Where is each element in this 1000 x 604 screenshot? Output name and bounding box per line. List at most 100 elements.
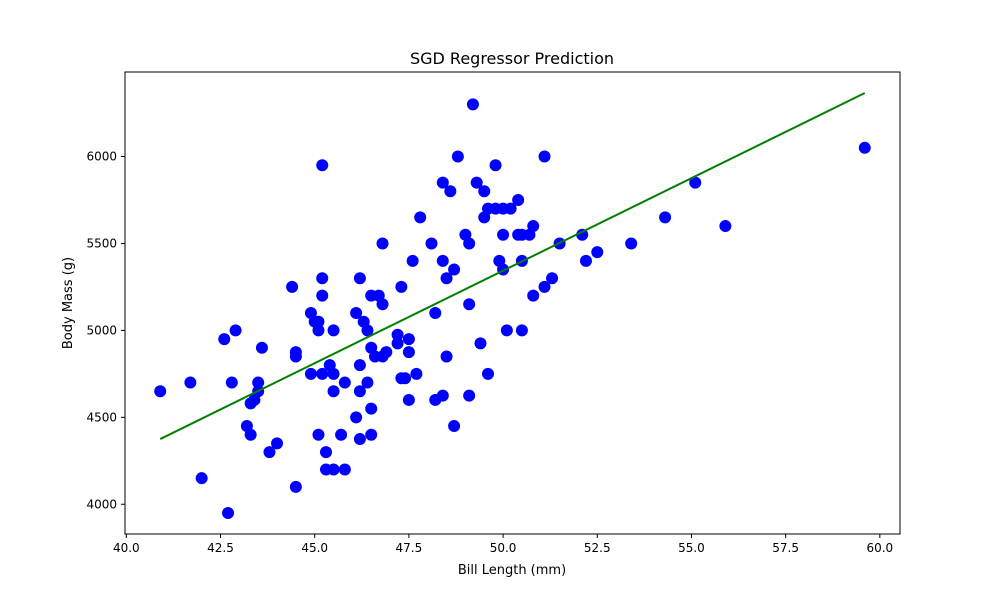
data-point — [312, 324, 325, 337]
data-point — [451, 150, 464, 163]
data-point — [414, 211, 427, 224]
data-point — [410, 367, 423, 380]
data-point — [255, 341, 268, 354]
plot-marks — [154, 92, 871, 519]
y-tick-label: 5500 — [86, 236, 117, 250]
data-point — [474, 337, 487, 350]
y-tick-label: 4000 — [86, 497, 117, 511]
data-point — [154, 385, 167, 398]
data-point — [402, 333, 415, 346]
x-tick-label: 42.5 — [207, 541, 234, 555]
data-point — [448, 420, 461, 433]
data-point — [222, 506, 235, 519]
data-point — [478, 185, 491, 198]
data-point — [316, 159, 329, 172]
data-point — [500, 324, 513, 337]
data-point — [512, 193, 525, 206]
data-point — [327, 385, 340, 398]
data-point — [391, 337, 404, 350]
data-point — [365, 402, 378, 415]
data-point — [689, 176, 702, 189]
data-point — [504, 202, 517, 215]
data-point — [436, 176, 449, 189]
data-point — [195, 472, 208, 485]
regression-line — [159, 92, 866, 440]
data-point — [395, 280, 408, 293]
data-point — [353, 433, 366, 446]
data-point — [406, 254, 419, 267]
data-point — [538, 280, 551, 293]
data-point — [252, 376, 265, 389]
data-point — [402, 346, 415, 359]
data-point — [440, 272, 453, 285]
x-axis-label: Bill Length (mm) — [458, 563, 566, 578]
x-tick-label: 55.0 — [678, 541, 705, 555]
data-point — [271, 437, 284, 450]
x-tick-label: 52.5 — [584, 541, 611, 555]
data-point — [316, 367, 329, 380]
data-point — [470, 176, 483, 189]
plot-frame — [124, 71, 901, 535]
chart-title: SGD Regressor Prediction — [410, 49, 614, 68]
data-point — [719, 220, 732, 233]
data-point — [858, 141, 871, 154]
data-point — [402, 393, 415, 406]
data-point — [659, 211, 672, 224]
y-axis-label: Body Mass (g) — [61, 257, 76, 349]
y-tick-label: 5000 — [86, 323, 117, 337]
data-point — [350, 306, 363, 319]
data-point — [591, 246, 604, 259]
data-point — [320, 446, 333, 459]
data-point — [263, 446, 276, 459]
data-point — [304, 367, 317, 380]
data-point — [380, 346, 393, 359]
data-point — [376, 298, 389, 311]
data-point — [463, 298, 476, 311]
data-point — [361, 376, 374, 389]
data-point — [218, 333, 231, 346]
data-point — [436, 389, 449, 402]
data-point — [429, 306, 442, 319]
data-point — [466, 98, 479, 111]
data-point — [497, 228, 510, 241]
data-point — [225, 376, 238, 389]
data-point — [316, 272, 329, 285]
data-point — [444, 185, 457, 198]
data-point — [436, 254, 449, 267]
data-point — [327, 463, 340, 476]
x-tick-label: 40.0 — [113, 541, 140, 555]
data-point — [579, 254, 592, 267]
data-point — [425, 237, 438, 250]
data-point — [184, 376, 197, 389]
data-point — [327, 367, 340, 380]
data-point — [376, 237, 389, 250]
data-point — [353, 359, 366, 372]
data-point — [338, 376, 351, 389]
data-point — [482, 367, 495, 380]
y-axis: 4000 4500 5000 5500 6000 — [86, 150, 125, 511]
y-tick-label: 4500 — [86, 410, 117, 424]
data-point — [365, 428, 378, 441]
data-point — [335, 428, 348, 441]
data-point — [527, 220, 540, 233]
x-tick-label: 57.5 — [772, 541, 799, 555]
data-point — [338, 463, 351, 476]
data-point — [289, 480, 302, 493]
data-point — [489, 159, 502, 172]
data-point — [350, 411, 363, 424]
data-point — [576, 228, 589, 241]
data-point — [286, 280, 299, 293]
data-point — [312, 428, 325, 441]
data-point — [391, 328, 404, 341]
y-tick-label: 6000 — [86, 150, 117, 164]
x-tick-label: 45.0 — [301, 541, 328, 555]
data-point — [353, 385, 366, 398]
data-point — [289, 346, 302, 359]
data-point — [361, 324, 374, 337]
data-point — [353, 272, 366, 285]
data-point — [327, 324, 340, 337]
data-point — [515, 324, 528, 337]
data-point — [527, 289, 540, 302]
x-tick-label: 60.0 — [866, 541, 893, 555]
